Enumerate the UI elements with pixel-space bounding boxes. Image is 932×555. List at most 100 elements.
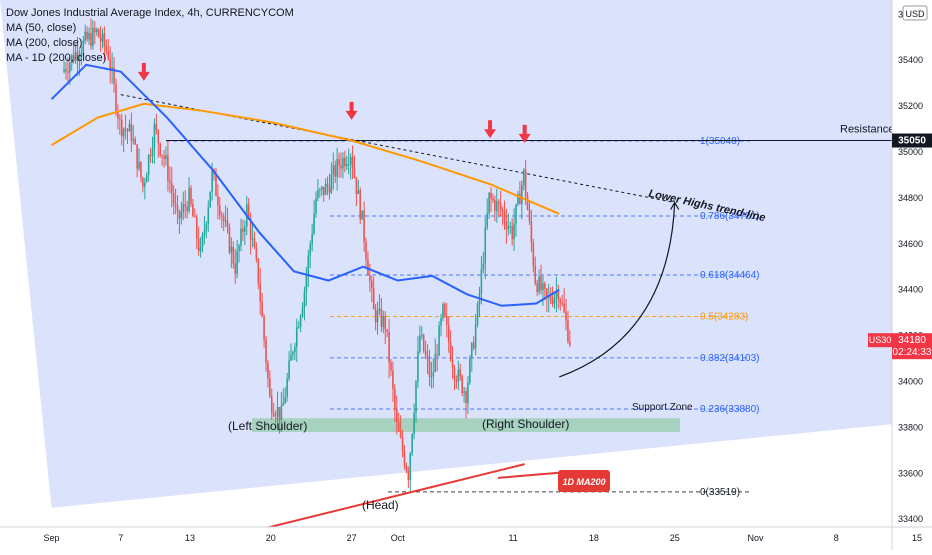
candle-body — [370, 280, 373, 289]
candle-body — [270, 396, 273, 413]
fib-label: 0.5(34283) — [700, 312, 748, 323]
candle-body — [119, 118, 121, 120]
candle-body — [397, 422, 400, 432]
price-tick: 35000 — [898, 147, 923, 157]
candle-body — [211, 169, 213, 192]
candle-body — [80, 52, 83, 57]
indicator-ma50[interactable]: MA (50, close) — [6, 22, 77, 34]
candle-body — [88, 33, 90, 40]
price-axis[interactable]: 3560035400352003500034800346003440034200… — [898, 9, 923, 524]
candle-body — [526, 196, 529, 210]
candle-body — [551, 300, 554, 304]
candle-body — [109, 58, 112, 70]
candle-body — [161, 154, 163, 157]
fib-label: 0.236(33880) — [700, 404, 760, 415]
candle-body — [542, 283, 544, 291]
candle-body — [163, 156, 165, 159]
candle-body — [376, 311, 379, 323]
candle-body — [476, 303, 479, 325]
candle-body — [276, 407, 279, 417]
candle-body — [347, 164, 350, 166]
chart-legend[interactable]: Dow Jones Industrial Average Index, 4h, … — [6, 6, 294, 66]
candle-body — [78, 56, 81, 61]
candle-body — [553, 296, 556, 304]
candle-body — [313, 214, 315, 234]
peak-arrow-shaft — [522, 124, 527, 135]
candle-body — [128, 123, 131, 132]
candle-body — [440, 318, 442, 326]
currency-tag[interactable]: USD — [902, 5, 928, 21]
candle-body — [444, 303, 446, 317]
chart-title: Dow Jones Industrial Average Index, 4h, … — [6, 7, 294, 19]
candle-body — [272, 412, 275, 416]
candle-body — [167, 155, 169, 181]
candle-body — [451, 359, 454, 369]
candle-body — [374, 309, 377, 323]
candle-body — [359, 190, 362, 220]
candle-body — [361, 210, 363, 220]
candle-body — [309, 244, 312, 256]
candle-body — [469, 358, 471, 383]
candle-body — [430, 376, 433, 378]
candle-body — [419, 335, 421, 352]
candle-body — [90, 33, 92, 46]
time-tick: Oct — [391, 533, 406, 543]
candle-body — [180, 212, 183, 219]
candle-body — [345, 164, 348, 167]
candle-body — [407, 470, 410, 481]
candle-body — [434, 354, 437, 373]
candle-body — [317, 190, 319, 198]
candle-body — [455, 380, 458, 382]
candle-body — [69, 62, 71, 73]
resistance-label: Resistance — [840, 124, 894, 136]
peak-arrow-shaft — [488, 120, 493, 131]
time-axis[interactable]: Sep 7 13 20 27 Oct 11 18 25 Nov 8 15 — [44, 533, 923, 543]
candle-body — [194, 216, 196, 218]
candle-body — [424, 351, 427, 356]
indicator-ma1d200[interactable]: MA - 1D (200, close) — [6, 52, 107, 64]
candle-body — [565, 311, 567, 321]
candle-body — [217, 195, 219, 206]
candle-body — [484, 227, 487, 264]
candle-body — [226, 220, 229, 227]
candle-body — [149, 155, 152, 157]
candle-body — [436, 354, 438, 356]
candle-body — [201, 235, 204, 247]
candle-body — [519, 193, 521, 205]
candle-body — [86, 31, 88, 40]
candle-body — [324, 183, 327, 195]
candle-body — [515, 204, 517, 224]
candle-body — [530, 221, 533, 243]
candle-body — [249, 218, 252, 240]
candle-body — [432, 372, 435, 377]
candle-body — [94, 27, 96, 33]
candle-body — [144, 182, 146, 187]
candle-body — [224, 220, 227, 222]
candle-body — [513, 223, 515, 240]
candle-body — [353, 168, 356, 178]
candle-body — [234, 263, 237, 274]
candle-body — [107, 50, 110, 59]
candle-body — [494, 200, 496, 212]
svg-text:35050: 35050 — [898, 136, 926, 147]
candle-body — [95, 29, 98, 33]
support-zone-box — [252, 418, 680, 432]
peak-arrow-head — [518, 133, 531, 143]
ma-50-line — [50, 63, 560, 307]
candle-body — [505, 221, 508, 230]
time-tick: 8 — [834, 533, 839, 543]
candle-body — [357, 190, 360, 194]
candle-body — [517, 193, 519, 205]
candle-body — [332, 165, 335, 175]
indicator-ma200[interactable]: MA (200, close) — [6, 37, 83, 49]
candle-body — [557, 291, 560, 300]
candle-body — [215, 174, 217, 196]
candle-body — [328, 186, 331, 193]
candle-body — [522, 169, 525, 186]
candle-body — [403, 450, 406, 466]
candle-body — [147, 155, 150, 175]
candle-body — [486, 213, 488, 228]
candle-body — [330, 174, 333, 193]
